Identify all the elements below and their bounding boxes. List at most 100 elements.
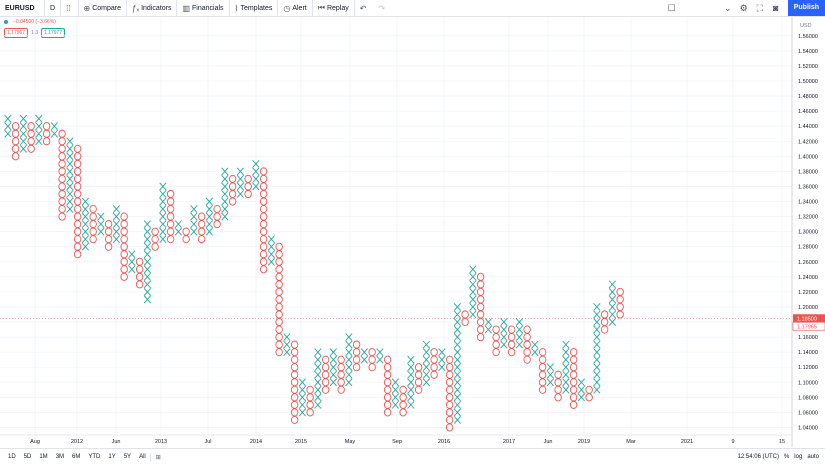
ask-price[interactable]: 1.17977 — [41, 28, 66, 38]
o-box — [166, 235, 175, 244]
templates-button[interactable]: ⌇ Templates — [230, 0, 279, 16]
o-column — [507, 325, 516, 357]
undo-button[interactable]: ↶ — [355, 0, 374, 16]
time-tick-label: 2017 — [503, 439, 515, 445]
x-box — [174, 220, 182, 229]
o-box — [166, 204, 175, 214]
range-button-all[interactable]: All — [139, 454, 146, 460]
o-column — [89, 204, 97, 244]
o-box — [151, 227, 159, 236]
gear-icon[interactable]: ⚙ — [739, 2, 748, 13]
x-box — [391, 400, 399, 409]
o-box — [244, 189, 252, 199]
range-button-1d[interactable]: 1D — [8, 454, 16, 460]
range-buttons: 1D 5D 1M 3M 6M YTD 1Y 5Y All — [0, 454, 150, 460]
o-box — [290, 415, 299, 425]
x-box — [50, 129, 58, 138]
date-range-icon[interactable]: ⊞ — [149, 453, 166, 461]
spread-value: 1.3 — [31, 30, 39, 36]
x-box — [66, 175, 74, 183]
range-button-3m[interactable]: 3M — [55, 454, 65, 460]
x-column — [500, 318, 508, 349]
x-box — [500, 325, 508, 334]
x-box — [112, 235, 120, 244]
o-box — [89, 235, 97, 244]
o-box — [120, 265, 128, 274]
x-column — [66, 137, 74, 213]
time-tick-label: 2021 — [681, 439, 693, 445]
redo-button[interactable]: ↷ — [373, 0, 392, 16]
x-box — [143, 250, 151, 259]
o-column — [151, 227, 159, 251]
x-box — [407, 355, 415, 364]
log-toggle[interactable]: log — [794, 454, 803, 460]
indicators-button[interactable]: ƒₓ Indicators — [127, 0, 178, 16]
range-button-1m[interactable]: 1M — [39, 454, 48, 460]
o-box — [275, 295, 283, 304]
x-box — [469, 295, 477, 304]
o-column — [120, 212, 128, 281]
x-box — [159, 220, 167, 229]
x-box — [190, 220, 198, 229]
o-box — [42, 129, 51, 138]
range-button-5y[interactable]: 5Y — [123, 454, 132, 460]
interval-button[interactable]: D — [45, 0, 62, 16]
x-box — [329, 370, 337, 379]
replay-icon: ⏮ — [317, 3, 325, 12]
x-box — [593, 370, 601, 379]
financials-button[interactable]: ▥ Financials — [177, 0, 230, 16]
x-box — [50, 122, 58, 131]
auto-toggle[interactable]: auto — [807, 454, 819, 460]
x-box — [4, 129, 12, 138]
x-box — [593, 310, 601, 319]
range-button-ytd[interactable]: YTD — [88, 454, 101, 460]
replay-button[interactable]: ⏮ Replay — [313, 0, 355, 16]
x-box — [391, 385, 399, 394]
o-box — [337, 370, 345, 379]
time-axis[interactable]: Aug 2012 Jun 2013 Jul 2014 2015 May Sep 2016 2017 J… — [0, 434, 792, 445]
x-column — [593, 303, 601, 394]
x-box — [314, 378, 322, 387]
price-axis[interactable]: USD 1.04000 1.06000 1.08000 1.10000 1.12000 1.… — [791, 17, 825, 447]
o-box — [58, 144, 66, 153]
x-box — [174, 227, 182, 236]
symbol-search[interactable]: EURUSD — [0, 0, 45, 16]
x-box — [422, 355, 430, 364]
x-box — [562, 370, 570, 379]
chart-type-button[interactable]: ⁞⁞ — [61, 0, 79, 16]
percent-toggle[interactable]: % — [783, 454, 790, 460]
x-column — [360, 348, 368, 364]
o-box — [492, 340, 500, 349]
o-box — [275, 310, 283, 319]
publish-button[interactable]: Publish — [787, 0, 825, 16]
price-tick-label: 1.38000 — [798, 169, 818, 175]
o-box — [166, 189, 175, 199]
x-box — [298, 385, 306, 394]
x-column — [283, 333, 291, 357]
x-box — [205, 227, 213, 236]
fullscreen-icon[interactable]: ⛶ — [756, 2, 763, 13]
time-tick-label: 9 — [731, 439, 734, 445]
x-box — [453, 370, 461, 379]
o-column — [569, 348, 578, 409]
time-tick-label: 2016 — [438, 439, 450, 445]
range-button-5d[interactable]: 5D — [23, 454, 32, 460]
x-box — [143, 272, 151, 281]
range-button-6m[interactable]: 6M — [72, 454, 81, 460]
x-box — [345, 378, 353, 387]
compare-button[interactable]: ⊕ Compare — [79, 0, 128, 16]
pnf-chart[interactable]: USD 1.04000 1.06000 1.08000 1.10000 1.12000 1.… — [0, 17, 825, 447]
chevron-down-icon[interactable]: ⌄ — [723, 2, 732, 13]
layout-square-icon[interactable]: ☐ — [667, 2, 676, 13]
x-box — [4, 114, 12, 123]
x-box — [453, 340, 461, 349]
x-box — [593, 340, 601, 349]
bid-price[interactable]: 1.17967 — [4, 28, 29, 38]
time-tick-label: Mar — [626, 439, 636, 445]
x-box — [190, 212, 198, 221]
alert-button[interactable]: ◷ Alert — [278, 0, 313, 16]
o-column — [585, 385, 593, 402]
o-box — [383, 355, 392, 364]
range-button-1y[interactable]: 1Y — [108, 454, 116, 460]
camera-icon[interactable]: ◙ — [773, 3, 779, 13]
